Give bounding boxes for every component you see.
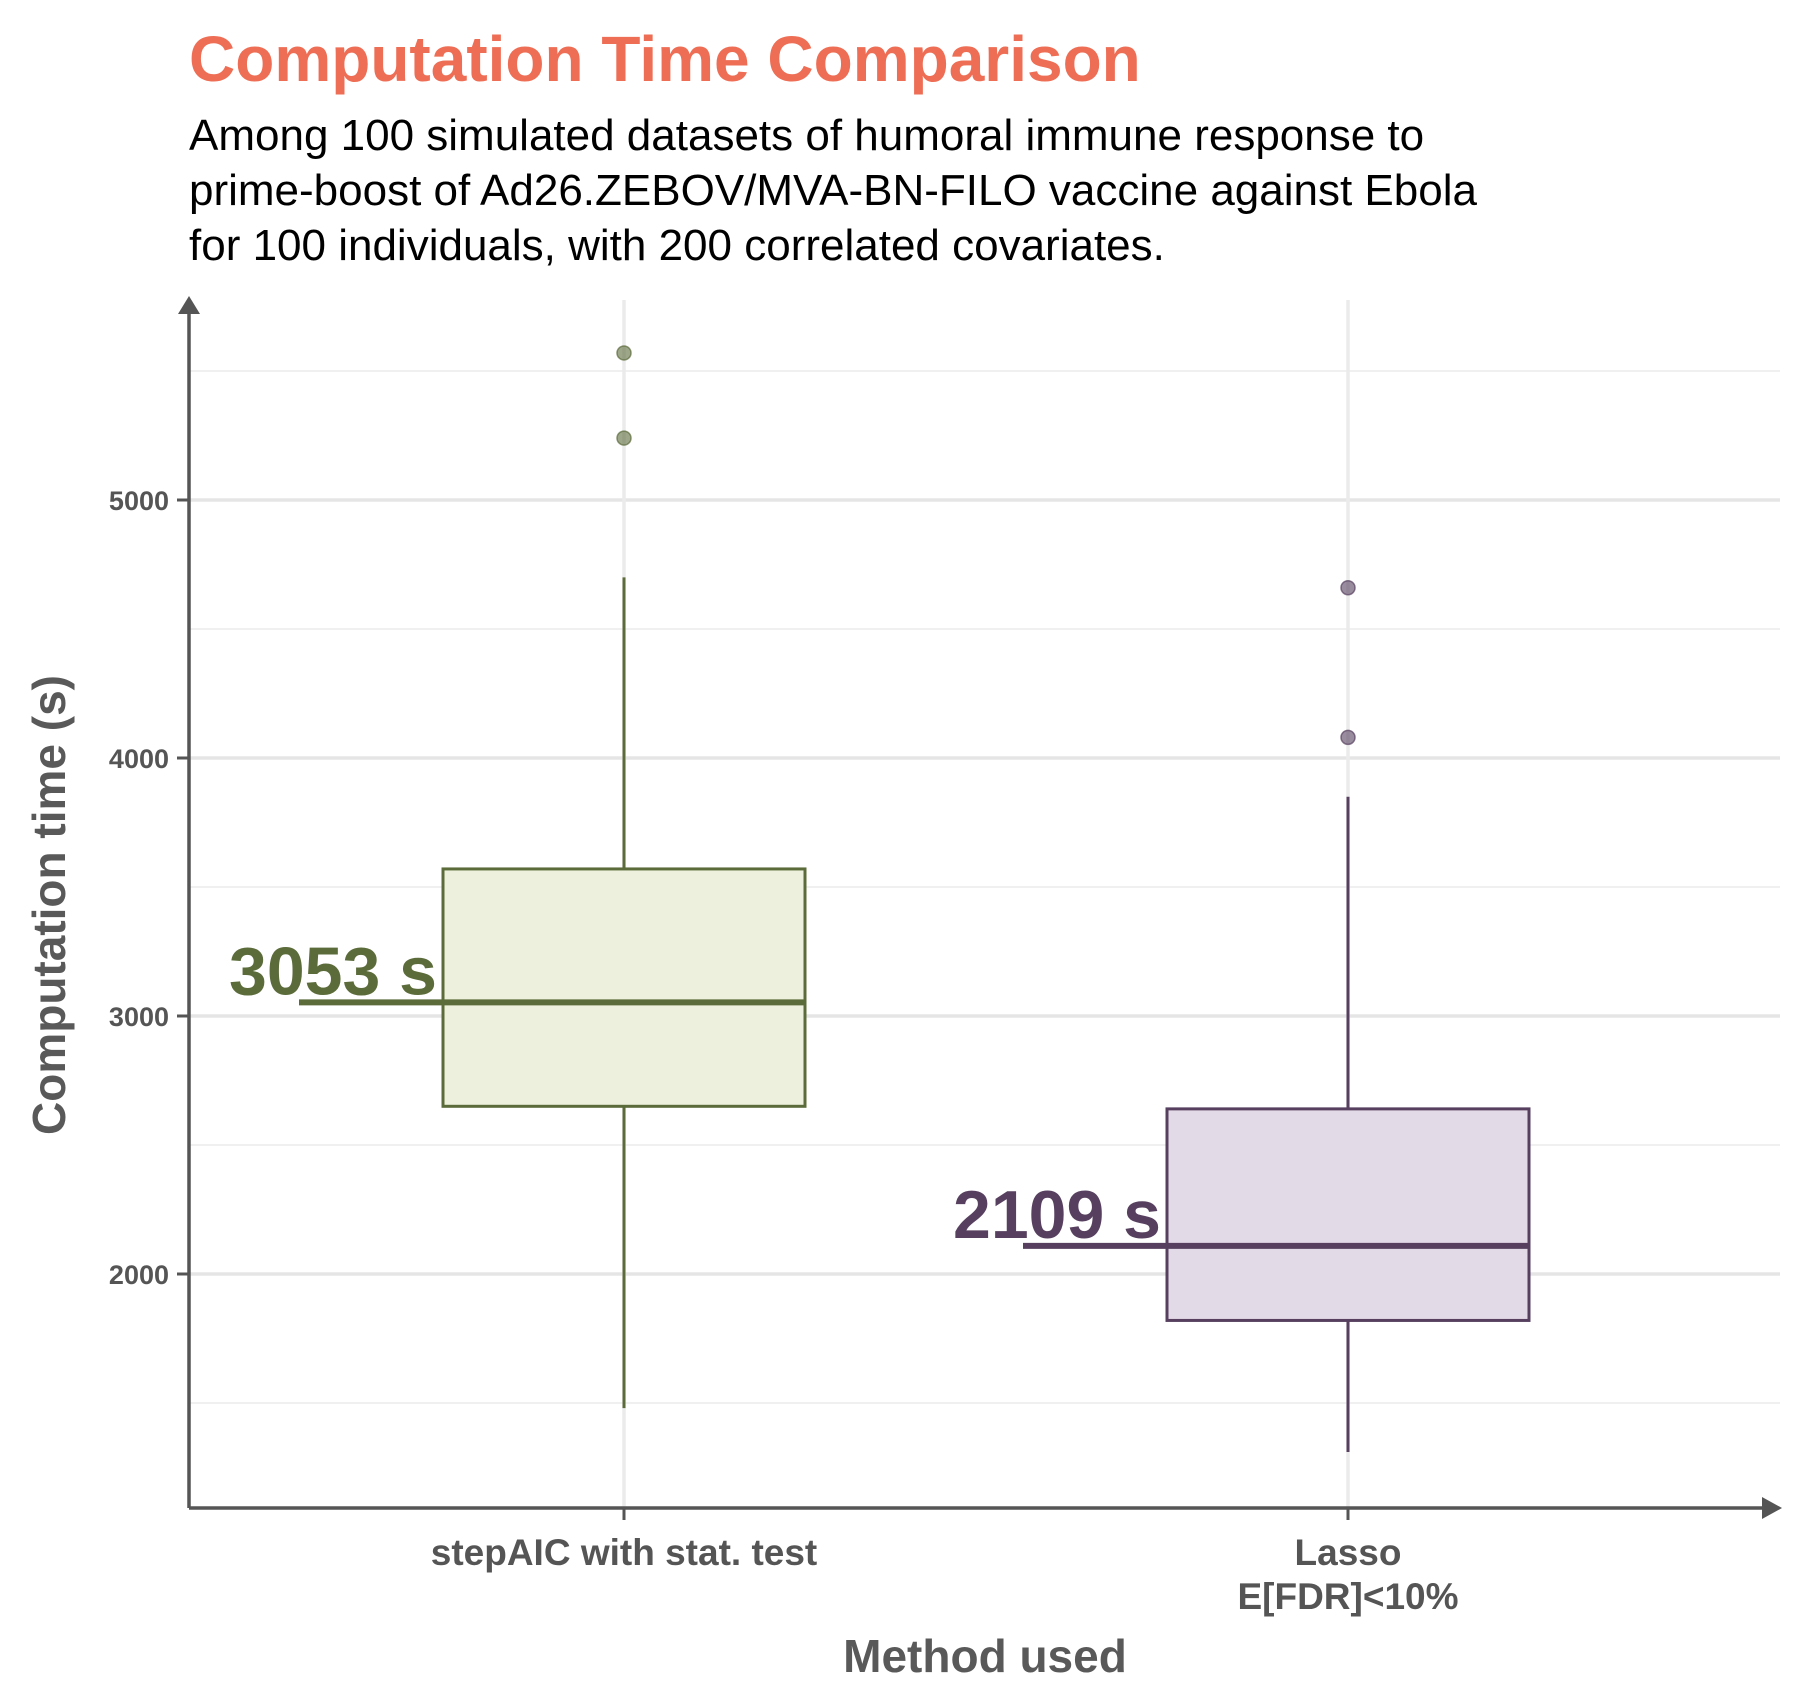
y-tick-label: 2000	[109, 1260, 169, 1290]
subtitle-line-2: prime-boost of Ad26.ZEBOV/MVA-BN-FILO va…	[189, 166, 1477, 215]
x-tick-label: Lasso	[1295, 1532, 1402, 1573]
y-tick-label: 3000	[109, 1002, 169, 1032]
x-axis-arrow-icon	[1762, 1497, 1782, 1519]
subtitle-line-3: for 100 individuals, with 200 correlated…	[189, 221, 1165, 270]
subtitle-line-1: Among 100 simulated datasets of humoral …	[189, 111, 1425, 160]
outlier-point	[616, 430, 632, 446]
box-iqr	[1165, 1107, 1531, 1322]
outlier-point	[616, 345, 632, 361]
outlier-point	[1340, 729, 1356, 746]
y-axis-title: Computation time (s)	[23, 675, 75, 1135]
median-label: 3053 s	[229, 933, 437, 1009]
y-axis-arrow-icon	[178, 296, 200, 314]
outlier-point	[1340, 579, 1356, 596]
x-tick-label: stepAIC with stat. test	[431, 1532, 818, 1573]
median-label: 2109 s	[953, 1177, 1161, 1253]
y-tick-label: 5000	[109, 486, 169, 516]
chart-title: Computation Time Comparison	[189, 23, 1141, 95]
x-tick-label: E[FDR]<10%	[1237, 1576, 1458, 1617]
y-tick-label: 4000	[109, 744, 169, 774]
box-iqr	[441, 867, 807, 1108]
chart-subtitle: Among 100 simulated datasets of humoral …	[189, 108, 1749, 273]
x-axis-title: Method used	[843, 1630, 1127, 1682]
